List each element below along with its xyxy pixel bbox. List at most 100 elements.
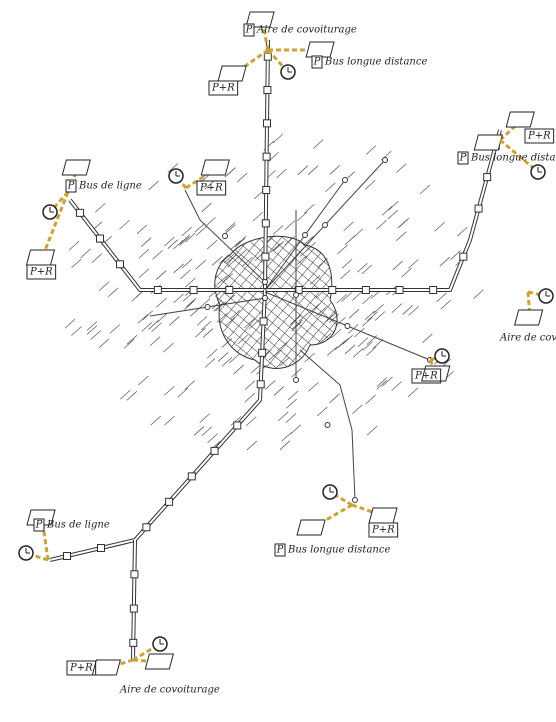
hatch-stroke: [281, 432, 292, 442]
hatch-stroke: [407, 387, 419, 398]
hatch-stroke: [218, 254, 230, 264]
station: [459, 252, 468, 261]
hatch-stroke: [272, 225, 284, 235]
hatch-stroke: [352, 404, 363, 415]
hatch-stroke: [297, 165, 308, 176]
hatch-stroke: [207, 433, 218, 444]
hub-label: P+R: [69, 663, 93, 674]
label-box: [66, 660, 97, 676]
station: [129, 638, 138, 647]
hatch-stroke: [313, 139, 324, 149]
hatch-stroke: [290, 424, 302, 435]
clock-hand: [175, 171, 180, 177]
connector: [526, 291, 532, 319]
clock-hand: [545, 291, 550, 297]
station: [263, 86, 272, 94]
parking-box: [311, 55, 323, 69]
parking-box: [243, 23, 255, 37]
hatch-stroke: [179, 234, 191, 244]
parking-box: [274, 543, 286, 557]
station: [256, 380, 265, 389]
hatch-stroke: [376, 220, 387, 230]
hatch-stroke: [391, 381, 402, 391]
hatch-stroke: [287, 390, 299, 401]
connector: [48, 190, 70, 214]
station: [233, 421, 242, 430]
hub-label: P+R: [414, 371, 438, 382]
hatch-stroke: [207, 348, 218, 359]
hatch-stroke: [303, 236, 314, 246]
hatch-stroke: [457, 226, 468, 237]
hatch-stroke: [338, 338, 349, 348]
hatch-stroke: [230, 416, 242, 426]
hatch-stroke: [201, 426, 213, 437]
stop: [204, 304, 211, 310]
hatch-stroke: [234, 237, 246, 248]
clock-hand: [159, 639, 164, 645]
hatch-stroke: [434, 221, 445, 232]
hatch-stroke: [98, 338, 110, 349]
tram-line: [299, 349, 356, 501]
hatch-stroke: [436, 292, 447, 303]
stop: [262, 295, 268, 301]
rail-line-inner: [49, 289, 266, 561]
hatch-stroke: [229, 353, 240, 364]
hatch-stroke: [195, 327, 206, 338]
hatch-stroke: [277, 411, 289, 422]
connector: [132, 658, 161, 664]
hatch-stroke: [201, 202, 212, 213]
hub-label: P+R: [371, 525, 395, 536]
hatch-stroke: [365, 179, 376, 190]
ticket-icon: [91, 659, 121, 676]
hatch-stroke: [408, 259, 419, 269]
hatch-stroke: [398, 217, 410, 228]
hatch-stroke: [221, 356, 233, 367]
hatch-stroke: [304, 203, 315, 214]
parking-symbol: P: [313, 57, 321, 68]
hatch-stroke: [361, 264, 373, 275]
ticket-icon: [200, 159, 230, 176]
hatch-stroke: [91, 253, 103, 263]
hatch-stroke: [163, 342, 174, 353]
station: [130, 570, 139, 579]
stop: [293, 292, 299, 298]
hatch-stroke: [374, 311, 386, 321]
hatch-stroke: [391, 303, 403, 313]
ticket-icon: [25, 249, 56, 266]
hatch-stroke: [372, 339, 384, 349]
hatch-stroke: [376, 379, 388, 390]
hatch-stroke: [373, 304, 384, 314]
hatch-stroke: [109, 324, 120, 334]
hatch-stroke: [136, 224, 148, 235]
station: [328, 286, 337, 294]
hub-label: P+R: [211, 83, 235, 94]
hatch-stroke: [173, 239, 184, 250]
hatch-stroke: [123, 339, 135, 349]
hatch-stroke: [177, 387, 188, 398]
hatch-stroke: [179, 236, 190, 246]
hatch-stroke: [422, 333, 433, 344]
hatch-stroke: [450, 250, 461, 260]
hatch-stroke: [196, 226, 207, 236]
hatch-stroke: [246, 416, 257, 426]
label-box: [368, 522, 399, 538]
hatch-stroke: [364, 310, 376, 321]
hatch-stroke: [138, 375, 149, 386]
hatch-stroke: [246, 440, 258, 451]
label-box: [524, 128, 555, 144]
hatch-stroke: [334, 340, 346, 351]
hatch-stroke: [211, 256, 223, 266]
hatch-stroke: [343, 221, 354, 232]
hatch-stroke: [204, 180, 215, 190]
hatch-stroke: [401, 267, 412, 278]
hatch-stroke: [279, 440, 291, 450]
hatch-stroke: [185, 277, 196, 288]
station: [129, 604, 138, 613]
label-box: [208, 80, 239, 96]
hatch-stroke: [164, 385, 175, 396]
hatch-stroke: [382, 376, 393, 387]
hatch-stroke: [141, 322, 153, 332]
hatch-stroke: [195, 259, 207, 270]
stop: [382, 157, 388, 163]
hatch-stroke: [217, 352, 229, 362]
